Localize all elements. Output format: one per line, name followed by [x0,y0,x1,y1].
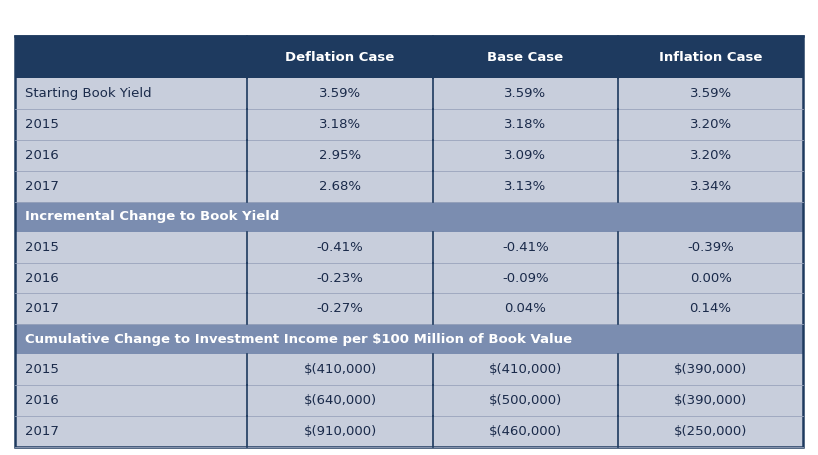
Text: 2017: 2017 [25,180,58,193]
Text: 0.14%: 0.14% [690,303,731,315]
Text: 2.68%: 2.68% [319,180,361,193]
Text: 3.59%: 3.59% [504,87,546,100]
Text: 2015: 2015 [25,118,58,131]
Text: 2015: 2015 [25,241,58,253]
Text: 2.95%: 2.95% [319,149,361,162]
Text: $(250,000): $(250,000) [674,425,748,438]
Text: -0.27%: -0.27% [317,303,363,315]
Text: 3.34%: 3.34% [690,180,731,193]
Text: -0.23%: -0.23% [317,272,363,284]
Bar [15,202,803,232]
Text: 3.18%: 3.18% [504,118,546,131]
Text: 3.13%: 3.13% [504,180,546,193]
Text: Cumulative Change to Investment Income per $100 Million of Book Value: Cumulative Change to Investment Income p… [25,333,572,346]
Text: 2015: 2015 [25,363,58,376]
Text: 2016: 2016 [25,394,58,407]
Text: 3.59%: 3.59% [319,87,361,100]
Bar [15,324,803,354]
Text: 2016: 2016 [25,272,58,284]
Text: $(390,000): $(390,000) [674,363,748,376]
Text: 2016: 2016 [25,149,58,162]
Text: $(640,000): $(640,000) [303,394,376,407]
Text: $(390,000): $(390,000) [674,394,748,407]
Text: $(460,000): $(460,000) [488,425,562,438]
Text: Deflation Case: Deflation Case [285,51,394,64]
Text: Starting Book Yield: Starting Book Yield [25,87,151,100]
Text: $(500,000): $(500,000) [488,394,562,407]
Text: -0.39%: -0.39% [687,241,734,253]
Text: 3.59%: 3.59% [690,87,731,100]
Text: -0.09%: -0.09% [502,272,549,284]
Text: Incremental Change to Book Yield: Incremental Change to Book Yield [25,210,279,223]
Text: Inflation Case: Inflation Case [659,51,762,64]
Text: $(410,000): $(410,000) [303,363,376,376]
Text: 3.18%: 3.18% [319,118,361,131]
Text: 3.20%: 3.20% [690,149,731,162]
Text: 0.00%: 0.00% [690,272,731,284]
Text: 3.20%: 3.20% [690,118,731,131]
Text: 0.04%: 0.04% [505,303,546,315]
Bar [15,36,803,78]
Text: $(410,000): $(410,000) [488,363,562,376]
Text: Base Case: Base Case [488,51,564,64]
Text: 2017: 2017 [25,303,58,315]
Text: $(910,000): $(910,000) [303,425,376,438]
Text: -0.41%: -0.41% [502,241,549,253]
Text: 3.09%: 3.09% [505,149,546,162]
Text: -0.41%: -0.41% [317,241,363,253]
Text: 2017: 2017 [25,425,58,438]
